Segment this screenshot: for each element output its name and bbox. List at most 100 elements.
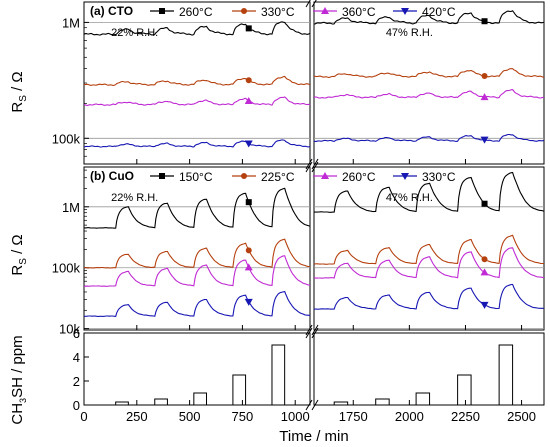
ppm-bar-3	[232, 374, 247, 406]
ppm-bar-7	[415, 392, 431, 406]
ch3sh-ylabel: CH3SH / ppm	[9, 335, 28, 424]
panel-b-annotation-0: 22% R.H.	[111, 192, 158, 204]
panel-a-series-0-line-seg0	[83, 21, 311, 36]
panel-a-series-2-line-seg0	[83, 96, 311, 106]
xtick-label: 250	[126, 409, 148, 424]
axis-break-1-1-a	[305, 324, 313, 336]
panel-b-frame-left	[83, 166, 311, 331]
xtick-label: 1000	[281, 409, 310, 424]
panel-b-series-0-line-seg0	[83, 187, 311, 229]
panel-a-series-3-marker-seg0	[244, 140, 253, 148]
panel-b-series-0-marker-seg0	[245, 199, 252, 206]
panel-b-series-2-marker-seg0	[244, 263, 253, 271]
panel-a-series-1-marker-seg1	[481, 72, 488, 79]
axis-break-0-0-a	[305, 0, 311, 8]
ppm-bar-6	[375, 398, 390, 406]
panel-a-series-0-marker-seg1	[481, 18, 488, 25]
ppm-bar-9	[498, 344, 514, 406]
panel-b-legend-label-1: 225°C	[261, 170, 295, 184]
x-axis-title: Time / min	[279, 428, 348, 445]
panel-c-ytick-label: 2	[73, 374, 80, 389]
panel-b-series-2-marker-seg1	[480, 268, 489, 276]
panel-a-tag: (a) CTO	[90, 4, 133, 18]
panel-a-series-1-line-seg0	[83, 75, 311, 86]
panel-a-legend-label-2: 360°C	[342, 5, 376, 19]
panel-a-series-2-line-seg1	[313, 89, 545, 99]
panel-a-series-3-marker-seg1	[480, 136, 489, 144]
panel-a-legend-marker-0	[159, 8, 165, 14]
panel-a-series-3-line-seg0	[83, 139, 311, 148]
panel-b-legend-marker-2	[321, 172, 329, 179]
xtick-label: 2000	[395, 409, 424, 424]
panel-a-ytick-label: 100k	[52, 131, 81, 146]
panel-c: 0 2 4 6	[73, 326, 545, 413]
panel-a-legend-label-1: 330°C	[261, 5, 295, 19]
xtick-label: 2500	[507, 409, 536, 424]
panel-b-series-0-marker-seg1	[481, 200, 488, 207]
panel-c-ytick-label: 0	[73, 398, 80, 413]
panel-b-series-0-line-seg1	[313, 171, 545, 213]
panel-b-series-3-line-seg0	[83, 290, 311, 317]
panel-b-legend-label-3: 330°C	[422, 170, 456, 184]
ppm-bar-2	[193, 392, 208, 406]
panel-b-legend-marker-3	[401, 173, 409, 180]
ppm-bar-4	[271, 344, 286, 406]
panel-b-legend-marker-1	[241, 173, 247, 179]
panel-a-ytick-label: 1M	[62, 15, 80, 30]
panel-a-legend-marker-2	[321, 7, 329, 14]
axis-break-1-1-b	[311, 324, 319, 336]
panel-b-series-1-marker-seg0	[245, 247, 252, 254]
panel-a-annotation-1: 47% R.H.	[386, 27, 433, 39]
panel-b-series-1-line-seg1	[313, 234, 545, 265]
xtick-label: 500	[179, 409, 201, 424]
panel-b-series-2-line-seg0	[84, 255, 311, 287]
panel-a-series-0-marker-seg0	[245, 25, 252, 32]
panel-a: 100k 1M (a) CTO 260°C 330°C 360°C 420°C 22% R.H…	[52, 1, 545, 165]
panel-a-frame-right	[313, 1, 545, 165]
xtick-label: 2250	[451, 409, 480, 424]
axis-break-2-0-b	[311, 327, 319, 339]
panel-b: 10k 100k 1M (b) CuO 150°C 225°C 260°C 330°C 22% …	[52, 166, 545, 337]
panel-b-ytick-label: 1M	[62, 200, 80, 215]
axis-break-2-1-b	[311, 399, 319, 411]
panel-b-series-1-line-seg0	[84, 238, 311, 269]
x-axis: 0 250 500 750 1000 1750 2000 2250 2500 Time / min	[80, 0, 536, 445]
axis-break-1-0-b	[311, 161, 319, 173]
panel-a-series-0-line-seg1	[313, 10, 545, 25]
panel-c-ytick-label: 6	[73, 326, 80, 341]
ppm-bar-8	[457, 374, 472, 406]
panel-a-series-2-marker-seg1	[480, 93, 489, 101]
panel-a-annotation-0: 22% R.H.	[111, 27, 158, 39]
panel-a-legend-marker-3	[401, 8, 409, 15]
panel-a-series-1-marker-seg0	[245, 77, 252, 84]
panel-a-legend-label-0: 260°C	[179, 5, 213, 19]
panel-b-series-3-line-seg1	[313, 283, 545, 310]
panel-a-legend-label-3: 420°C	[422, 5, 456, 19]
axis-break-0-1-b	[311, 158, 319, 170]
panel-c-ytick-label: 4	[73, 350, 80, 365]
panel-a-series-2-marker-seg0	[244, 97, 253, 105]
panel-b-series-3-marker-seg0	[244, 298, 253, 306]
xtick-label: 0	[80, 409, 87, 424]
axis-break-1-0-a	[305, 161, 313, 173]
panel-a-series-1-line-seg1	[313, 68, 545, 78]
panel-b-series-2-line-seg1	[313, 247, 544, 279]
y-axis-titles: RS / Ω RS / Ω CH3SH / ppm	[9, 71, 29, 424]
panel-b-ytick-label: 10k	[59, 322, 80, 337]
panel-a-legend-marker-1	[241, 8, 247, 14]
panel-b-legend-label-0: 150°C	[179, 170, 213, 184]
panel-b-series-1-marker-seg1	[481, 256, 488, 263]
panel-b-series-3-marker-seg1	[480, 301, 489, 309]
rs-ylabel-a: RS / Ω	[9, 71, 29, 112]
panel-a-series-3-line-seg1	[313, 133, 545, 142]
axis-break-0-0-b	[311, 0, 317, 8]
panel-b-ytick-label: 100k	[52, 261, 81, 276]
panel-b-legend-label-2: 260°C	[342, 170, 376, 184]
rs-ylabel-b: RS / Ω	[9, 234, 29, 275]
panel-b-tag: (b) CuO	[90, 169, 134, 183]
axis-break-2-0-a	[305, 327, 313, 339]
ppm-bar-0	[115, 401, 129, 406]
ppm-bar-1	[154, 398, 168, 406]
